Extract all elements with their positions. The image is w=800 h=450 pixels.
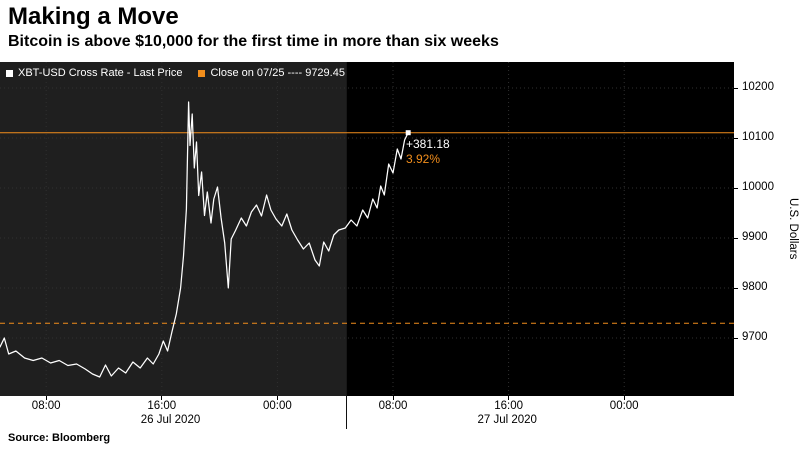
price-change-value: +381.18 [406, 137, 450, 151]
x-tick-label: 16:00 [494, 400, 523, 412]
y-axis-title: U.S. Dollars [787, 62, 799, 396]
y-tick-mark [734, 288, 738, 289]
previous-session-shading [0, 62, 347, 396]
page-title: Making a Move [8, 3, 179, 30]
y-tick-label: 9900 [742, 231, 768, 243]
x-tick-label: 00:00 [609, 400, 639, 412]
y-tick-mark [734, 138, 738, 139]
price-chart-plot: XBT-USD Cross Rate - Last Price Close on… [0, 62, 734, 396]
x-tick-mark [276, 396, 278, 400]
page-subtitle: Bitcoin is above $10,000 for the first t… [8, 33, 499, 50]
chart-legend: XBT-USD Cross Rate - Last Price Close on… [6, 67, 345, 79]
y-tick-label: 10000 [742, 181, 774, 193]
x-tick-label: 00:00 [263, 400, 292, 412]
legend-label-close: Close on 07/25 ---- 9729.45 [210, 67, 345, 79]
y-axis-title-text: U.S. Dollars [787, 198, 799, 260]
x-tick-label: 08:00 [378, 400, 408, 412]
last-price-annotation: +381.18 3.92% [403, 137, 450, 167]
price-line [0, 101, 409, 378]
close-marker-icon [198, 69, 206, 77]
legend-item-close: Close on 07/25 ---- 9729.45 [198, 67, 345, 79]
x-tick-label: 16:00 [147, 400, 177, 412]
date-separator [346, 396, 348, 429]
y-tick-mark [734, 188, 738, 189]
y-tick-label: 10200 [742, 81, 774, 93]
x-tick-mark [623, 396, 625, 400]
x-tick-mark [161, 396, 163, 400]
legend-item-last-price: XBT-USD Cross Rate - Last Price [6, 67, 182, 79]
x-tick-label: 08:00 [31, 400, 61, 412]
price-change-percent: 3.92% [406, 152, 441, 166]
y-tick-mark [734, 338, 738, 339]
series-marker-icon [6, 69, 13, 77]
y-tick-label: 9800 [742, 281, 768, 293]
x-tick-mark [508, 396, 510, 400]
x-tick-mark [392, 396, 394, 400]
x-tick-mark [45, 396, 47, 400]
date-label: 26 Jul 2020 [140, 414, 201, 426]
date-label: 27 Jul 2020 [477, 414, 537, 426]
y-axis: 9700 9800 9900 10000 10100 10200 [734, 62, 800, 396]
y-tick-mark [734, 238, 738, 239]
x-axis: 08:00 16:00 00:00 08:00 16:00 00:00 26 Jul 202… [0, 396, 734, 434]
legend-label-last-price: XBT-USD Cross Rate - Last Price [18, 67, 183, 79]
y-tick-label: 9700 [742, 331, 768, 343]
y-tick-mark [734, 88, 738, 89]
chart-canvas [0, 62, 734, 396]
last-point-marker [405, 130, 411, 136]
source-note: Source: Bloomberg [8, 432, 111, 444]
y-tick-label: 10100 [742, 131, 774, 143]
